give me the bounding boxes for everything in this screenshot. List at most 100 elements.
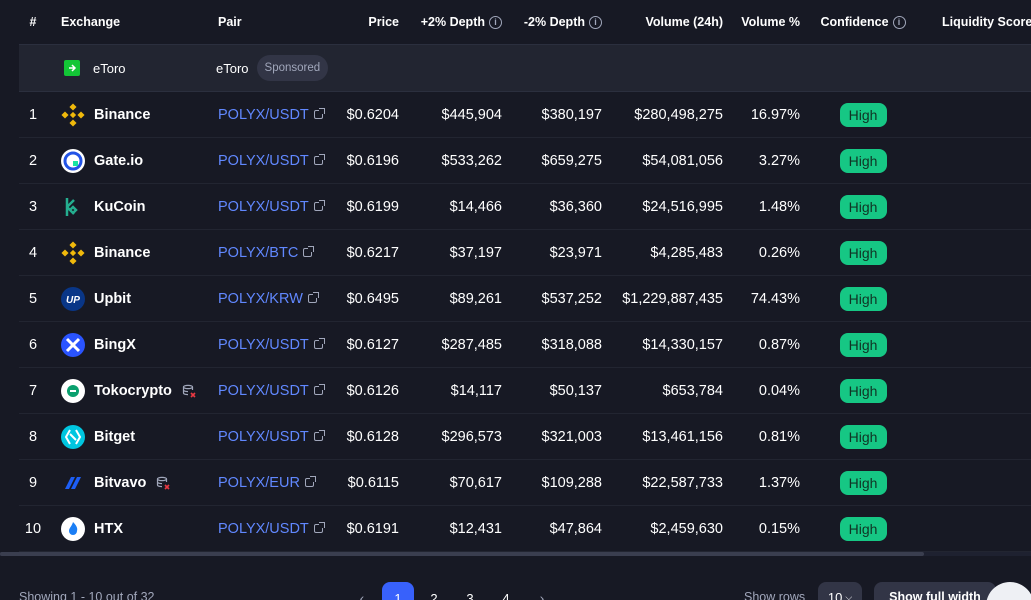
header-volume[interactable]: Volume (24h) <box>645 15 723 29</box>
table-row[interactable]: 5 UP Upbit POLYX/KRW $0.6495 $89,261 $537,252 $… <box>19 276 1031 322</box>
sponsored-pair[interactable]: eToro Sponsored <box>216 45 341 91</box>
volume-24h: $54,081,056 <box>642 152 723 169</box>
exchange-link[interactable]: Gate.io <box>61 138 211 183</box>
plus-depth: $70,617 <box>449 474 502 491</box>
volume-pct: 1.37% <box>758 474 800 491</box>
warning-icon[interactable] <box>182 384 196 398</box>
show-rows-label: Show rows <box>744 590 806 600</box>
minus-depth: $109,288 <box>541 474 602 491</box>
header-plus-depth[interactable]: +2% Depth i <box>402 0 502 44</box>
sponsored-row[interactable]: eToro eToro Sponsored <box>19 45 1031 92</box>
table-row[interactable]: 3 KuCoin POLYX/USDT $0.6199 $14,466 $36,360 $2… <box>19 184 1031 230</box>
pair-link[interactable]: POLYX/KRW <box>218 276 343 321</box>
exchange-link[interactable]: Binance <box>61 92 211 137</box>
gateio-logo-icon <box>61 148 85 173</box>
exchange-link[interactable]: BingX <box>61 322 211 367</box>
plus-depth: $14,117 <box>450 382 502 399</box>
rows-per-page-select[interactable]: 10 ⌵ <box>818 582 862 600</box>
info-icon[interactable]: i <box>589 15 602 29</box>
table-row[interactable]: 6 BingX POLYX/USDT $0.6127 $287,485 $318,088 $… <box>19 322 1031 368</box>
exchange-link[interactable]: KuCoin <box>61 184 211 229</box>
info-icon[interactable]: i <box>489 15 502 29</box>
exchange-link[interactable]: HTX <box>61 506 211 551</box>
pair-link[interactable]: POLYX/BTC <box>218 230 343 275</box>
liquidity-score: 4 <box>1024 138 1031 183</box>
table-header: # Exchange Pair Price +2% Depth i -2% Dep… <box>19 0 1031 45</box>
pair-name: POLYX/USDT <box>218 198 309 215</box>
warning-icon[interactable] <box>156 476 170 490</box>
minus-depth: $47,864 <box>549 520 602 537</box>
plus-depth: $89,261 <box>449 290 502 307</box>
pair-link[interactable]: POLYX/USDT <box>218 322 343 367</box>
table-row[interactable]: 9 Bitvavo POLYX/EUR $0.6115 $70,617 $109,288 $… <box>19 460 1031 506</box>
external-link-icon <box>313 384 325 395</box>
header-pair[interactable]: Pair <box>218 15 242 29</box>
table-row[interactable]: 4 Binance POLYX/BTC $0.6217 $37,197 $23,971 $4… <box>19 230 1031 276</box>
rank: 4 <box>28 244 38 261</box>
confidence: High <box>809 322 917 367</box>
exchange-name: Binance <box>94 244 151 261</box>
price: $0.6127 <box>346 336 399 353</box>
pair-name: POLYX/USDT <box>218 382 309 399</box>
pair-link[interactable]: POLYX/USDT <box>218 184 343 229</box>
table-row[interactable]: 2 Gate.io POLYX/USDT $0.6196 $533,262 $659,27… <box>19 138 1031 184</box>
next-page-button[interactable]: › <box>539 590 545 600</box>
pair-link[interactable]: POLYX/EUR <box>218 460 343 505</box>
liquidity-score: 4 <box>1024 184 1031 229</box>
page-button-3[interactable]: 3 <box>466 590 474 600</box>
header-liquidity[interactable]: Liquidity Score <box>942 15 1031 29</box>
external-link-icon <box>313 338 325 349</box>
liquidity-score: 4 <box>1024 414 1031 459</box>
minus-depth: $380,197 <box>541 106 602 123</box>
rank: 2 <box>28 152 38 169</box>
volume-24h: $14,330,157 <box>642 336 723 353</box>
header-exchange[interactable]: Exchange <box>61 15 121 29</box>
kucoin-logo-icon <box>61 195 85 219</box>
price: $0.6217 <box>346 244 399 261</box>
pair-link[interactable]: POLYX/USDT <box>218 414 343 459</box>
plus-depth: $12,431 <box>449 520 502 537</box>
liquidity-score: 5 <box>1024 276 1031 321</box>
floating-action-button[interactable] <box>986 582 1031 600</box>
horizontal-scrollbar-thumb[interactable] <box>0 552 924 556</box>
table-row[interactable]: 10 HTX POLYX/USDT $0.6191 $12,431 $47,864 $2,4… <box>19 506 1031 552</box>
header-confidence[interactable]: Confidence i <box>809 0 917 44</box>
volume-pct: 0.81% <box>758 428 800 445</box>
page-button-2[interactable]: 2 <box>430 590 438 600</box>
prev-page-button[interactable]: ‹ <box>359 590 365 600</box>
confidence-badge: High <box>839 286 887 311</box>
exchange-link[interactable]: UP Upbit <box>61 276 211 321</box>
rows-per-page-value: 10 <box>827 589 843 600</box>
exchange-link[interactable]: Tokocrypto <box>61 368 211 413</box>
confidence: High <box>809 92 917 137</box>
sponsored-exchange[interactable]: eToro <box>64 45 214 91</box>
exchange-link[interactable]: Bitvavo <box>61 460 211 505</box>
info-icon[interactable]: i <box>892 15 906 29</box>
volume-pct: 0.04% <box>758 382 800 399</box>
pair-link[interactable]: POLYX/USDT <box>218 506 343 551</box>
sponsored-tag: Sponsored <box>256 55 329 81</box>
confidence-badge: High <box>839 378 887 403</box>
header-minus-depth[interactable]: -2% Depth i <box>502 0 602 44</box>
header-plus-depth-label: +2% Depth <box>420 15 485 29</box>
pair-link[interactable]: POLYX/USDT <box>218 138 343 183</box>
confidence-badge: High <box>839 470 887 495</box>
table-row[interactable]: 7 Tokocrypto POLYX/USDT $0.6126 $14,117 $50,1… <box>19 368 1031 414</box>
show-full-width-button[interactable]: Show full width <box>874 582 996 600</box>
page-button-4[interactable]: 4 <box>502 590 510 600</box>
page-button-1[interactable]: 1 <box>382 582 414 600</box>
exchange-name: Bitvavo <box>94 474 147 491</box>
table-row[interactable]: 1 Binance POLYX/USDT $0.6204 $445,904 $380,19… <box>19 92 1031 138</box>
header-rank[interactable]: # <box>29 15 37 29</box>
confidence-badge: High <box>839 332 887 357</box>
exchange-name: KuCoin <box>94 198 146 215</box>
exchange-link[interactable]: Binance <box>61 230 211 275</box>
price: $0.6115 <box>347 474 399 491</box>
pair-link[interactable]: POLYX/USDT <box>218 92 343 137</box>
header-volume-pct[interactable]: Volume % <box>741 15 800 29</box>
pair-link[interactable]: POLYX/USDT <box>218 368 343 413</box>
exchange-link[interactable]: Bitget <box>61 414 211 459</box>
table-row[interactable]: 8 Bitget POLYX/USDT $0.6128 $296,573 $321,003… <box>19 414 1031 460</box>
sponsored-pair-name: eToro <box>216 60 249 76</box>
header-price[interactable]: Price <box>368 15 399 29</box>
